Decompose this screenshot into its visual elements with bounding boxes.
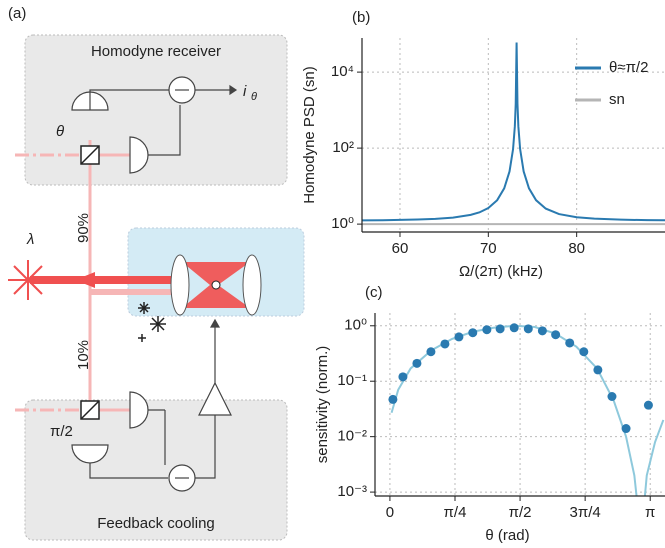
y-axis-label: Homodyne PSD (sn) — [301, 66, 318, 204]
data-point — [537, 326, 547, 336]
data-point — [440, 339, 450, 349]
data-point — [426, 347, 436, 357]
x-axis-label: θ (rad) — [485, 527, 529, 544]
data-point — [509, 323, 519, 333]
output-subscript: θ — [251, 91, 257, 103]
phase-label: θ — [56, 123, 64, 140]
y-tick-label: 10⁻² — [337, 428, 367, 445]
y-tick-label: 10⁰ — [344, 317, 367, 334]
arrow — [75, 272, 95, 288]
panel-label: (a) — [8, 5, 26, 22]
legend-label: θ≈π/2 — [609, 59, 648, 76]
y-tick-label: 10² — [332, 139, 354, 156]
legend-label: sn — [609, 91, 625, 108]
box-title: Homodyne receiver — [91, 43, 221, 60]
x-tick-label: 80 — [568, 240, 585, 257]
plot-area — [388, 323, 665, 496]
wavelength-label: λ — [26, 231, 34, 248]
data-line — [361, 42, 665, 222]
box-title: Feedback cooling — [97, 515, 215, 532]
phase-label: π/2 — [50, 423, 73, 440]
data-point — [523, 324, 533, 334]
x-tick-label: 3π/4 — [570, 504, 601, 521]
y-tick-label: 10⁻³ — [337, 483, 367, 500]
data-point — [412, 358, 422, 368]
split-label: 10% — [75, 340, 92, 370]
data-point — [468, 328, 478, 338]
mirror — [170, 254, 190, 316]
y-tick-label: 10⁰ — [331, 215, 354, 232]
y-axis-label: sensitivity (norm.) — [314, 346, 331, 464]
data-point — [621, 424, 631, 434]
beam-splitter — [80, 400, 100, 420]
data-point — [495, 324, 505, 334]
x-tick-label: π — [645, 504, 655, 521]
x-tick-label: π/2 — [509, 504, 532, 521]
electronics — [71, 76, 238, 492]
split-label: 90% — [75, 213, 92, 243]
data-point — [593, 365, 603, 375]
x-tick-label: 0 — [386, 504, 394, 521]
panel-a: (a) Homodyne receiver i θ θ 90% λ 10% π/… — [8, 5, 305, 541]
data-point — [454, 332, 464, 342]
data-point — [579, 347, 589, 357]
plot-area — [361, 42, 665, 226]
data-point — [388, 394, 398, 404]
oscillator — [211, 280, 221, 290]
mirror — [242, 254, 262, 316]
panel-label: (b) — [352, 9, 370, 26]
y-tick-label: 10⁴ — [331, 63, 354, 80]
snowflakes — [138, 302, 166, 342]
data-point — [398, 372, 408, 382]
beam-splitter — [80, 145, 100, 165]
panel-label: (c) — [365, 284, 383, 301]
x-tick-label: 70 — [480, 240, 497, 257]
y-tick-label: 10⁻¹ — [337, 372, 367, 389]
data-point — [607, 391, 617, 401]
x-tick-label: π/4 — [444, 504, 467, 521]
laser-icon — [8, 260, 48, 300]
x-tick-label: 60 — [392, 240, 409, 257]
data-line — [390, 324, 665, 496]
data-point — [482, 325, 492, 335]
cooling-box — [24, 399, 288, 541]
output-symbol: i — [243, 83, 247, 100]
data-point — [643, 400, 653, 410]
data-point — [565, 338, 575, 348]
x-axis-label: Ω/(2π) (kHz) — [459, 263, 543, 280]
data-point — [551, 330, 561, 340]
